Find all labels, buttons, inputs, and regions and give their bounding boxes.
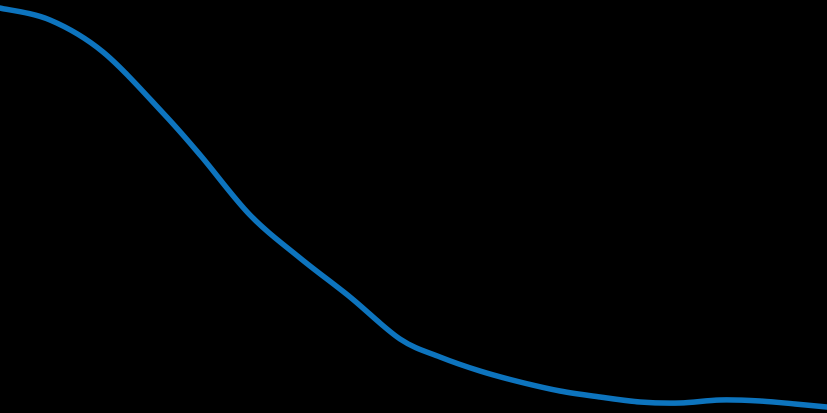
line-series (0, 5, 827, 410)
